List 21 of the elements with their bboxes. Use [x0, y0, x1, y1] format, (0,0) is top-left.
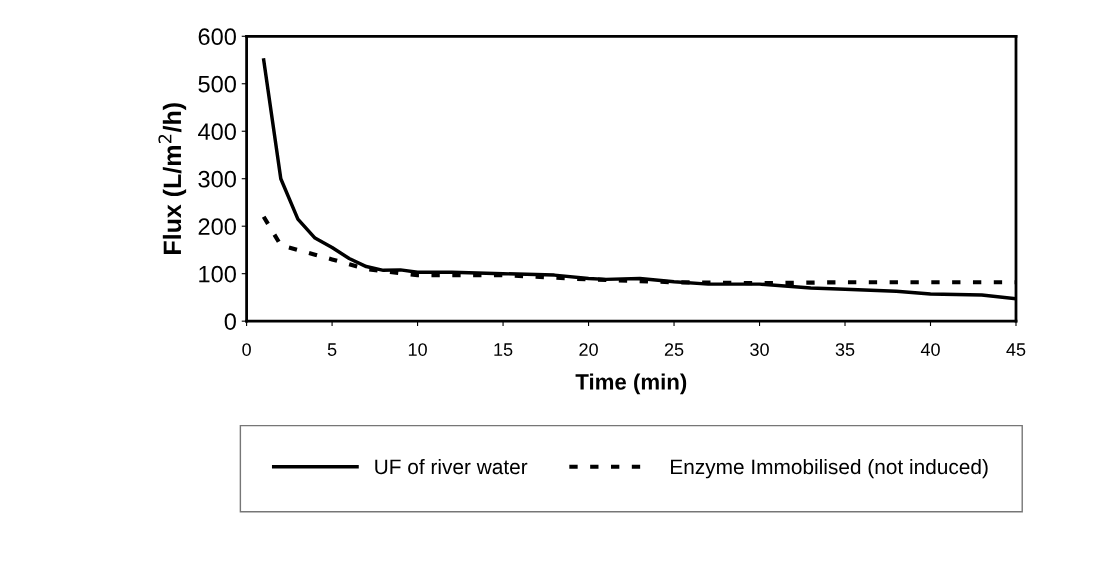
x-tick-label: 45 — [1006, 343, 1026, 356]
y-tick-label: 100 — [199, 265, 236, 283]
y-axis-title: Flux (L/m$^{2}$/h) — [158, 103, 187, 254]
x-tick-label: 0 — [242, 343, 251, 356]
legend-label: Enzyme Immobilised (not induced) — [671, 458, 988, 479]
x-tick-label: 40 — [920, 343, 940, 356]
y-tick-label: 300 — [198, 170, 236, 188]
x-tick-label: 10 — [408, 343, 427, 356]
x-tick-label: 30 — [750, 343, 769, 356]
y-tick-label: 500 — [198, 75, 236, 93]
x-tick-label: 35 — [835, 343, 855, 356]
x-tick-label: 15 — [494, 343, 513, 356]
y-tick-label: 600 — [198, 28, 236, 46]
x-tick-label: 5 — [327, 343, 337, 356]
x-axis-title: Time (min) — [575, 373, 687, 395]
y-tick-label: 200 — [198, 218, 236, 235]
x-tick-label: 20 — [579, 343, 598, 356]
y-tick-label: 400 — [198, 123, 236, 141]
legend-label: UF of river water — [375, 458, 528, 475]
x-tick-label: 25 — [664, 343, 684, 356]
y-tick-label: 0 — [224, 313, 236, 330]
